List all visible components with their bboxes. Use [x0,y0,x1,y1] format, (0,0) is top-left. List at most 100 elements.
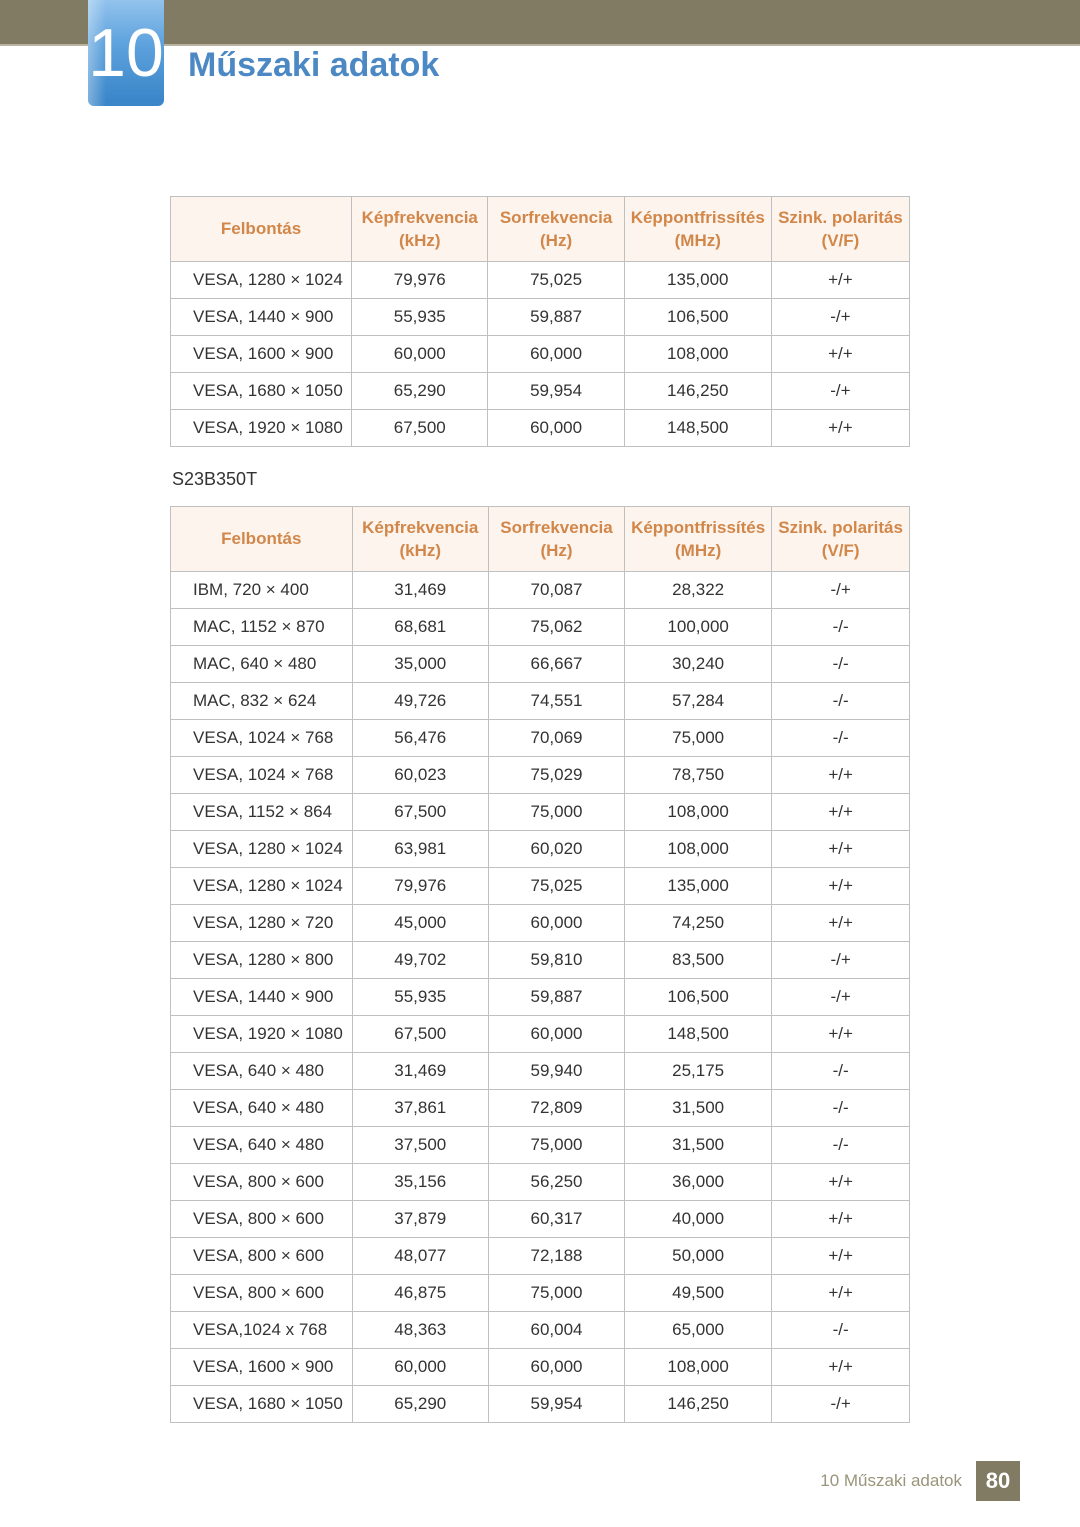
table-cell: +/+ [772,1015,910,1052]
spec-table-2: FelbontásKépfrekvencia(kHz)Sorfrekvencia… [170,506,910,1423]
table-cell: 48,077 [352,1237,488,1274]
table-cell: 59,954 [488,372,624,409]
footer-section-label: 10 Műszaki adatok [820,1471,962,1491]
table-cell: 72,188 [488,1237,624,1274]
table-cell: VESA, 800 × 600 [171,1200,353,1237]
table-cell: 55,935 [352,978,488,1015]
table-cell: -/- [772,1052,910,1089]
table-cell: 60,000 [488,335,624,372]
table-cell: 106,500 [624,298,771,335]
table-cell: 60,004 [488,1311,624,1348]
table-row: VESA, 1280 × 80049,70259,81083,500-/+ [171,941,910,978]
table1-head: FelbontásKépfrekvencia(kHz)Sorfrekvencia… [171,197,910,262]
table-cell: 75,025 [488,867,624,904]
table-cell: +/+ [772,1163,910,1200]
table-cell: 60,023 [352,756,488,793]
table-cell: +/+ [772,904,910,941]
table-cell: VESA, 1440 × 900 [171,978,353,1015]
table-cell: 60,000 [488,1015,624,1052]
table-row: VESA, 800 × 60035,15656,25036,000+/+ [171,1163,910,1200]
table-cell: 59,887 [488,298,624,335]
table-cell: -/- [772,1089,910,1126]
table-cell: MAC, 832 × 624 [171,682,353,719]
table-cell: 67,500 [352,409,488,446]
table-cell: 148,500 [625,1015,772,1052]
table1-body: VESA, 1280 × 102479,97675,025135,000+/+V… [171,261,910,446]
footer: 10 Műszaki adatok 80 [820,1461,1020,1501]
table-cell: 36,000 [625,1163,772,1200]
table-row: VESA, 1280 × 102479,97675,025135,000+/+ [171,261,910,298]
table-cell: 37,861 [352,1089,488,1126]
table-row: VESA, 1440 × 90055,93559,887106,500-/+ [171,298,910,335]
table-cell: -/- [772,645,910,682]
table-cell: VESA, 1152 × 864 [171,793,353,830]
table-cell: VESA, 1024 × 768 [171,756,353,793]
table-row: VESA, 1600 × 90060,00060,000108,000+/+ [171,335,910,372]
table-cell: VESA, 1600 × 900 [171,1348,353,1385]
table-header-cell: Felbontás [171,197,352,262]
content-area: FelbontásKépfrekvencia(kHz)Sorfrekvencia… [170,196,910,1423]
table-header-cell: Szink. polaritás(V/F) [772,506,910,571]
table-cell: 74,551 [488,682,624,719]
table-cell: 60,020 [488,830,624,867]
table-cell: 48,363 [352,1311,488,1348]
table-cell: +/+ [771,335,909,372]
table-cell: 135,000 [624,261,771,298]
table-cell: -/+ [772,1385,910,1422]
table-cell: 46,875 [352,1274,488,1311]
table-header-cell: Képpontfrissítés(MHz) [624,197,771,262]
table-header-cell: Sorfrekvencia(Hz) [488,506,624,571]
table-cell: VESA, 1280 × 1024 [171,261,352,298]
table-cell: 59,810 [488,941,624,978]
table-row: IBM, 720 × 40031,46970,08728,322-/+ [171,571,910,608]
table-cell: VESA, 1680 × 1050 [171,372,352,409]
table-cell: 135,000 [625,867,772,904]
table-cell: MAC, 1152 × 870 [171,608,353,645]
table-cell: -/+ [771,372,909,409]
table-cell: 65,000 [625,1311,772,1348]
table-cell: 31,469 [352,1052,488,1089]
table-header-cell: Sorfrekvencia(Hz) [488,197,624,262]
table-cell: 59,940 [488,1052,624,1089]
table-cell: -/- [772,608,910,645]
table-cell: 49,726 [352,682,488,719]
table-cell: 67,500 [352,1015,488,1052]
table-row: VESA, 640 × 48037,50075,00031,500-/- [171,1126,910,1163]
table-cell: +/+ [772,867,910,904]
table-row: VESA, 1280 × 72045,00060,00074,250+/+ [171,904,910,941]
table-cell: 60,000 [352,1348,488,1385]
table-cell: VESA, 800 × 600 [171,1274,353,1311]
table-cell: 79,976 [352,261,488,298]
table-cell: 45,000 [352,904,488,941]
spec-table-1: FelbontásKépfrekvencia(kHz)Sorfrekvencia… [170,196,910,447]
table-cell: 146,250 [624,372,771,409]
table-cell: +/+ [772,830,910,867]
table-cell: -/- [772,682,910,719]
table-row: VESA, 1024 × 76856,47670,06975,000-/- [171,719,910,756]
table-header-cell: Képfrekvencia(kHz) [352,506,488,571]
table-cell: +/+ [772,1348,910,1385]
table-cell: 60,000 [488,1348,624,1385]
table-cell: +/+ [772,1237,910,1274]
table-cell: VESA, 640 × 480 [171,1089,353,1126]
table-cell: 146,250 [625,1385,772,1422]
table-cell: 75,000 [488,1274,624,1311]
table-row: VESA, 640 × 48037,86172,80931,500-/- [171,1089,910,1126]
table-cell: 56,250 [488,1163,624,1200]
table-cell: -/+ [772,978,910,1015]
table-cell: 68,681 [352,608,488,645]
table-cell: VESA, 1280 × 1024 [171,867,353,904]
table-cell: VESA, 1280 × 800 [171,941,353,978]
table-cell: 25,175 [625,1052,772,1089]
table-cell: 60,000 [488,409,624,446]
table-row: VESA, 800 × 60046,87575,00049,500+/+ [171,1274,910,1311]
table-cell: VESA, 1920 × 1080 [171,1015,353,1052]
table-cell: 67,500 [352,793,488,830]
table-cell: 31,469 [352,571,488,608]
table-cell: VESA, 1440 × 900 [171,298,352,335]
table-cell: +/+ [771,409,909,446]
table-cell: 35,000 [352,645,488,682]
table-cell: 108,000 [624,335,771,372]
table-cell: 106,500 [625,978,772,1015]
table-cell: 65,290 [352,372,488,409]
